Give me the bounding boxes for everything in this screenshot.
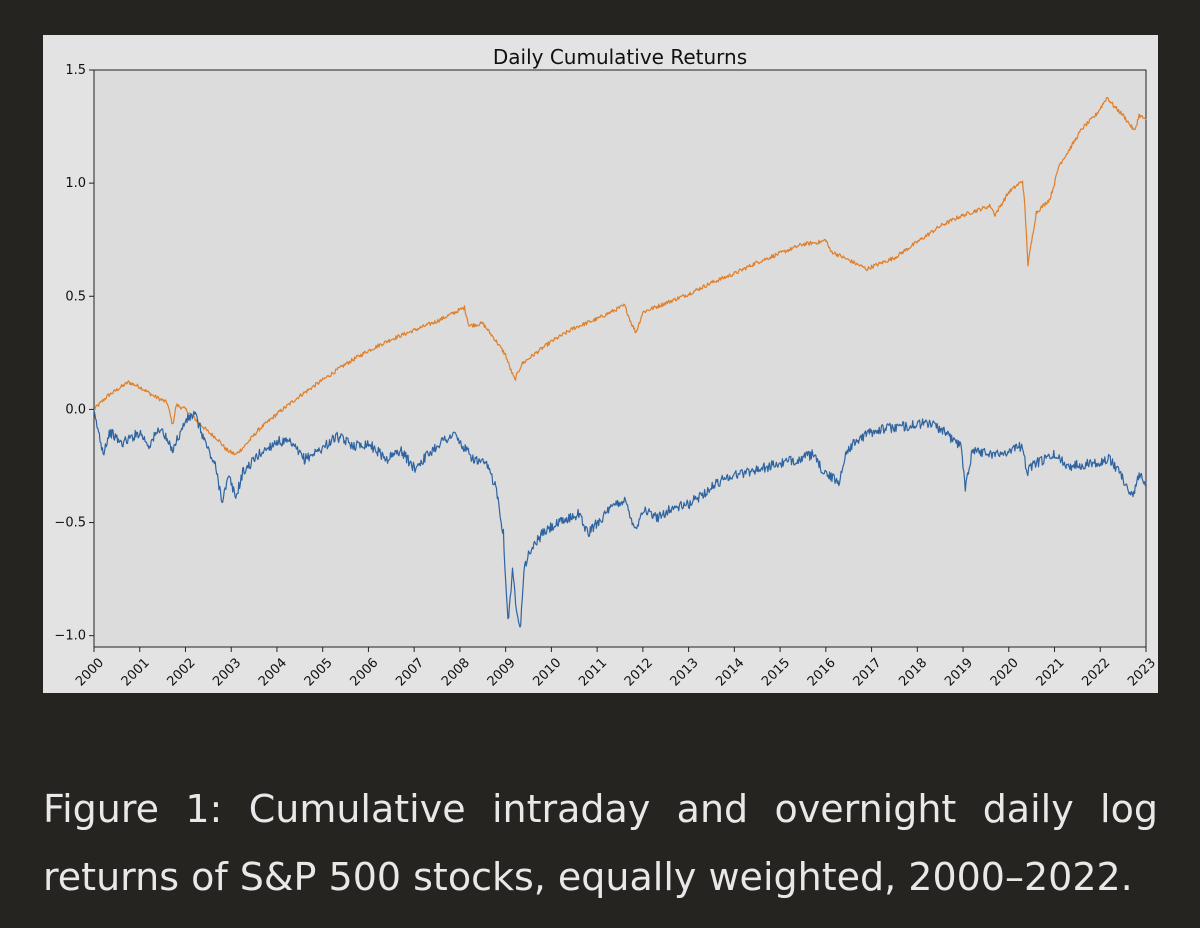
chart-title: Daily Cumulative Returns — [493, 45, 747, 69]
x-tick-label: 2013 — [668, 655, 702, 689]
series-line-2 — [93, 409, 1147, 628]
plot-area — [93, 69, 1147, 648]
figure-caption: Figure 1: Cumulative intraday and overni… — [43, 787, 1158, 899]
y-tick-label: 0.5 — [65, 289, 86, 304]
chart-panel: Daily Cumulative Returns −1.0 −0.5 0.0 0.5 1… — [43, 35, 1158, 693]
x-tick-label: 2008 — [439, 655, 473, 689]
x-tick-label: 2022 — [1079, 655, 1113, 689]
x-axis: 2000 2001 2002 2003 2004 2005 2006 2007 2008 2009… — [73, 647, 1158, 689]
x-tick-label: 2002 — [165, 655, 199, 689]
x-tick-label: 2011 — [576, 655, 610, 689]
x-tick-label: 2021 — [1034, 655, 1068, 689]
y-tick-label: −0.5 — [54, 516, 86, 531]
x-tick-label: 2010 — [530, 655, 564, 689]
x-tick-label: 2023 — [1125, 655, 1158, 689]
x-tick-label: 2009 — [485, 655, 519, 689]
y-tick-label: −1.0 — [54, 629, 86, 644]
series-line-1 — [93, 96, 1147, 456]
x-tick-label: 2017 — [851, 655, 885, 689]
x-tick-label: 2014 — [713, 655, 747, 689]
y-axis: −1.0 −0.5 0.0 0.5 1.0 1.5 — [54, 63, 94, 644]
x-tick-label: 2006 — [347, 655, 381, 689]
y-tick-label: 1.5 — [65, 63, 86, 78]
x-tick-label: 2000 — [73, 655, 107, 689]
x-tick-label: 2019 — [942, 655, 976, 689]
x-tick-label: 2003 — [210, 655, 244, 689]
x-tick-label: 2007 — [393, 655, 427, 689]
x-tick-label: 2020 — [988, 655, 1022, 689]
x-tick-label: 2001 — [119, 655, 153, 689]
x-tick-label: 2005 — [302, 655, 336, 689]
y-tick-label: 1.0 — [65, 176, 86, 191]
series-layer — [93, 96, 1147, 628]
x-tick-label: 2015 — [759, 655, 793, 689]
cumulative-returns-chart: Daily Cumulative Returns −1.0 −0.5 0.0 0.5 1… — [54, 45, 1158, 689]
x-tick-label: 2004 — [256, 655, 290, 689]
x-tick-label: 2018 — [896, 655, 930, 689]
x-tick-label: 2012 — [622, 655, 656, 689]
y-tick-label: 0.0 — [65, 402, 86, 417]
x-tick-label: 2016 — [805, 655, 839, 689]
